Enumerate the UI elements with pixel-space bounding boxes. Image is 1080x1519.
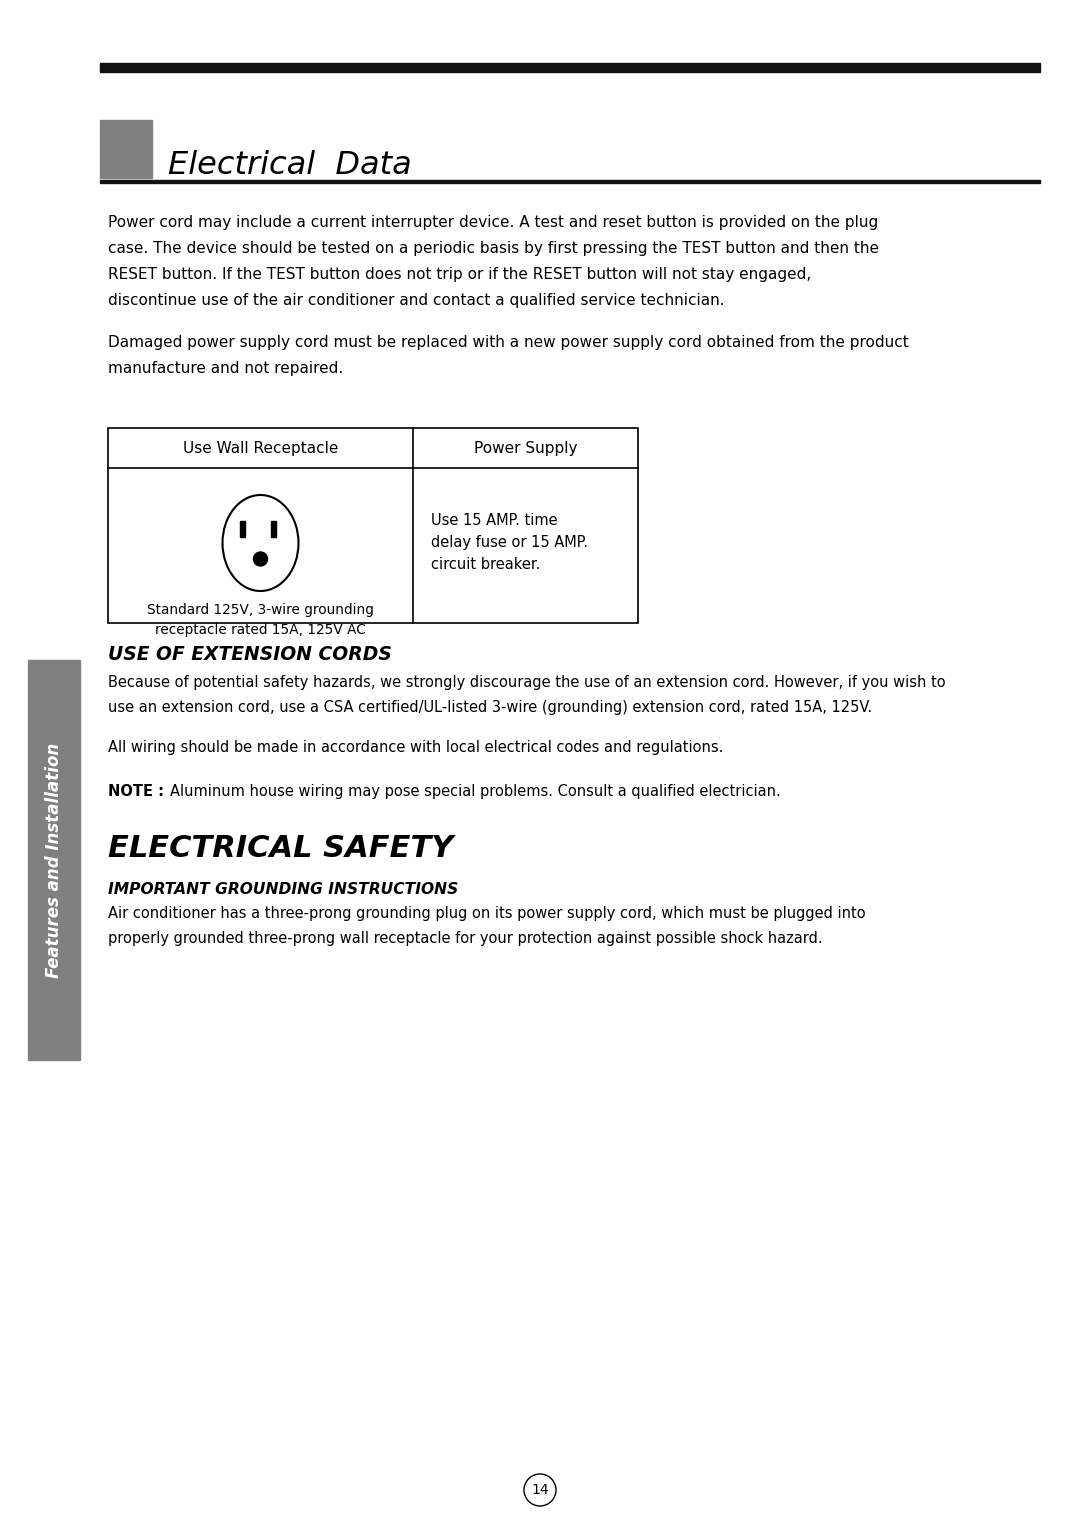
Text: NOTE :: NOTE :: [108, 784, 170, 799]
Text: Electrical  Data: Electrical Data: [168, 150, 411, 181]
Circle shape: [524, 1473, 556, 1505]
Text: properly grounded three-prong wall receptacle for your protection against possib: properly grounded three-prong wall recep…: [108, 931, 823, 946]
Bar: [108, 428, 638, 623]
Text: RESET button. If the TEST button does not trip or if the RESET button will not s: RESET button. If the TEST button does no…: [108, 267, 811, 283]
Bar: [271, 521, 276, 538]
Text: manufacture and not repaired.: manufacture and not repaired.: [108, 362, 343, 377]
Bar: [100, 62, 1040, 71]
Bar: [100, 120, 152, 178]
Text: Use Wall Receptacle: Use Wall Receptacle: [183, 441, 338, 456]
Text: use an extension cord, use a CSA certified/UL-listed 3-wire (grounding) extensio: use an extension cord, use a CSA certifi…: [108, 700, 873, 715]
Text: Air conditioner has a three-prong grounding plug on its power supply cord, which: Air conditioner has a three-prong ground…: [108, 905, 866, 921]
Text: Aluminum house wiring may pose special problems. Consult a qualified electrician: Aluminum house wiring may pose special p…: [170, 784, 781, 799]
Text: Features and Installation: Features and Installation: [45, 743, 63, 978]
Text: Power Supply: Power Supply: [474, 441, 577, 456]
Text: ELECTRICAL SAFETY: ELECTRICAL SAFETY: [108, 834, 454, 863]
Bar: [240, 521, 245, 538]
Text: case. The device should be tested on a periodic basis by first pressing the TEST: case. The device should be tested on a p…: [108, 242, 879, 257]
Text: Because of potential safety hazards, we strongly discourage the use of an extens: Because of potential safety hazards, we …: [108, 674, 946, 690]
Bar: [100, 179, 1040, 182]
Bar: [28, 659, 80, 1060]
Text: IMPORTANT GROUNDING INSTRUCTIONS: IMPORTANT GROUNDING INSTRUCTIONS: [108, 883, 458, 898]
Text: USE OF EXTENSION CORDS: USE OF EXTENSION CORDS: [108, 646, 392, 664]
Text: discontinue use of the air conditioner and contact a qualified service technicia: discontinue use of the air conditioner a…: [108, 293, 725, 308]
Text: 14: 14: [531, 1483, 549, 1498]
Text: Use 15 AMP. time
delay fuse or 15 AMP.
circuit breaker.: Use 15 AMP. time delay fuse or 15 AMP. c…: [431, 513, 588, 573]
Circle shape: [254, 551, 268, 567]
Text: Power cord may include a current interrupter device. A test and reset button is : Power cord may include a current interru…: [108, 216, 878, 229]
Text: Damaged power supply cord must be replaced with a new power supply cord obtained: Damaged power supply cord must be replac…: [108, 336, 908, 349]
Text: All wiring should be made in accordance with local electrical codes and regulati: All wiring should be made in accordance …: [108, 740, 724, 755]
Text: Standard 125V, 3-wire grounding
receptacle rated 15A, 125V AC: Standard 125V, 3-wire grounding receptac…: [147, 603, 374, 636]
Ellipse shape: [222, 495, 298, 591]
